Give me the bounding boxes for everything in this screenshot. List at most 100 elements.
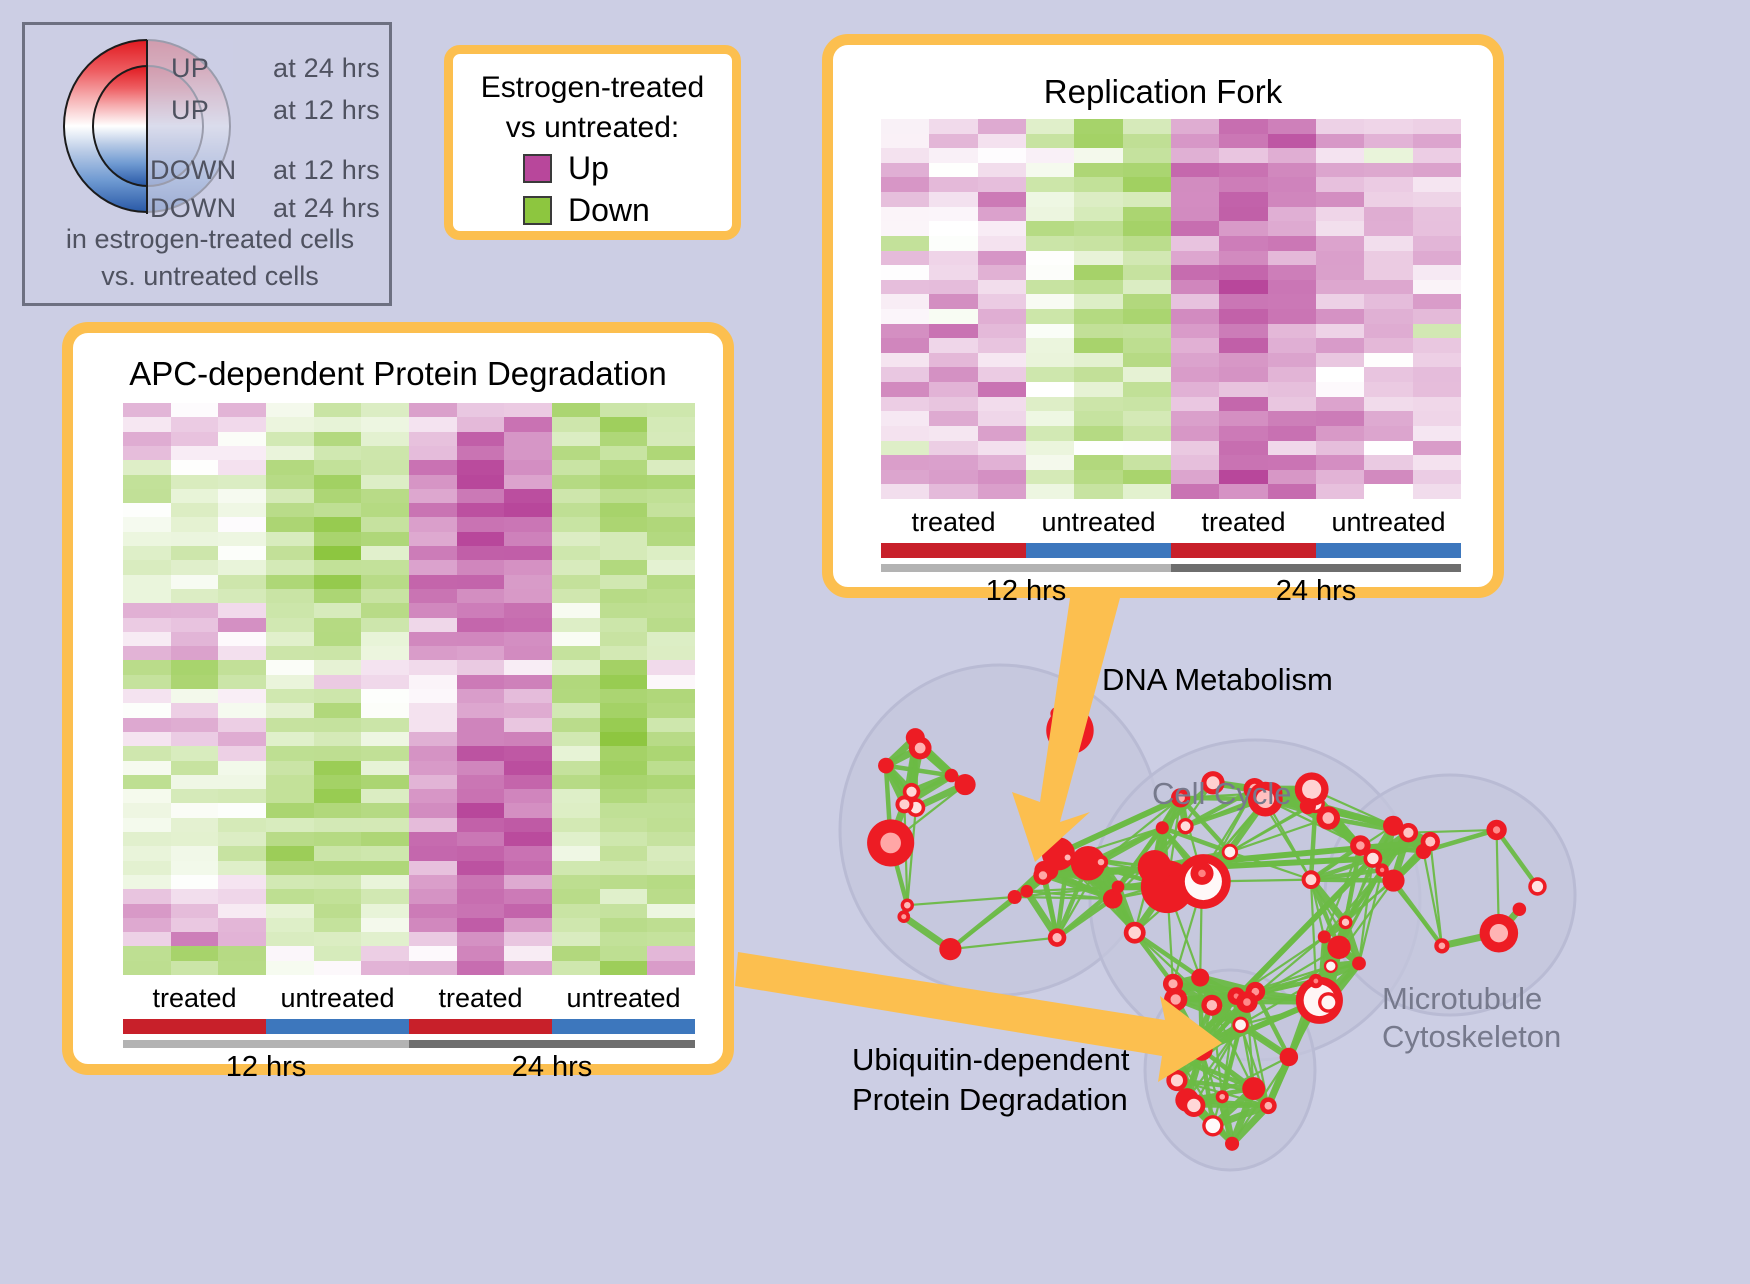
replication-fork-heatmap	[881, 119, 1461, 499]
legend-up-12-time: at 12 hrs	[273, 95, 380, 126]
apc-time-bar	[123, 1040, 695, 1048]
time-label: 12 hrs	[123, 1051, 409, 1084]
network-node-core	[1168, 979, 1177, 988]
network-node[interactable]	[1513, 902, 1527, 916]
panel-apc-degradation: APC-dependent Protein Degradation treate…	[62, 322, 734, 1075]
legend-item-up: Up	[523, 152, 609, 184]
apc-heatmap	[123, 403, 695, 975]
condition-label: treated	[409, 983, 552, 1014]
network-node-core	[1356, 841, 1365, 850]
apc-title: APC-dependent Protein Degradation	[73, 355, 723, 393]
network-node[interactable]	[1242, 1077, 1265, 1100]
network-node[interactable]	[1020, 885, 1033, 898]
network-node[interactable]	[1191, 969, 1209, 987]
legend-item-down: Down	[523, 194, 650, 226]
network-node-core	[1532, 881, 1543, 892]
network-node[interactable]	[955, 774, 976, 795]
network-node[interactable]	[939, 938, 961, 960]
network-node[interactable]	[1156, 821, 1169, 834]
network-node-core	[1039, 871, 1047, 879]
network-node[interactable]	[1225, 1137, 1239, 1151]
network-node-core	[1187, 1099, 1200, 1112]
up-label: Up	[568, 152, 609, 184]
condition-color-segment	[552, 1019, 695, 1034]
down-swatch	[523, 196, 552, 225]
network-node[interactable]	[1352, 957, 1366, 971]
time-color-segment	[409, 1040, 695, 1048]
network-node[interactable]	[1138, 850, 1172, 884]
network-node[interactable]	[1318, 930, 1331, 943]
network-node-core	[906, 787, 916, 797]
ring-divider	[146, 40, 148, 214]
network-node-core	[1490, 924, 1508, 942]
network-node-core	[1380, 868, 1384, 872]
network-node-core	[1207, 1000, 1217, 1010]
network-node[interactable]	[1300, 798, 1316, 814]
network-node-core	[1439, 943, 1446, 950]
network-node-core	[1342, 919, 1349, 926]
network-node-core	[915, 743, 926, 754]
network-node-core	[1306, 874, 1317, 885]
legend-up-12-label: UP	[171, 95, 209, 126]
down-label: Down	[568, 194, 650, 226]
network-node[interactable]	[1280, 1048, 1298, 1066]
network-node[interactable]	[1112, 880, 1125, 893]
legend-down-12-label: DOWN	[150, 155, 236, 186]
legend-down-12-time: at 12 hrs	[273, 155, 380, 186]
network-node-core	[1322, 812, 1334, 824]
condition-color-segment	[881, 543, 1026, 558]
network-node-core	[1225, 847, 1236, 858]
condition-color-segment	[409, 1019, 552, 1034]
replication-fork-condition-bar	[881, 543, 1461, 558]
network-node-core	[1321, 995, 1335, 1009]
network-node-core	[1264, 1102, 1272, 1110]
network-node[interactable]	[1383, 816, 1403, 836]
network-node-core	[1243, 998, 1251, 1006]
time-label: 24 hrs	[409, 1051, 695, 1084]
updown-title-line2: vs untreated:	[453, 108, 732, 148]
network-node-core	[1171, 1074, 1183, 1086]
network-node-core	[899, 799, 909, 809]
replication-fork-time-bar	[881, 564, 1461, 572]
cluster-label-protein-degradation: Protein Degradation	[852, 1082, 1128, 1118]
condition-label: treated	[123, 983, 266, 1014]
network-node-core	[1128, 926, 1141, 939]
condition-label: treated	[881, 507, 1026, 538]
network-node-core	[1206, 1119, 1221, 1134]
footer-line-2: vs. untreated cells	[25, 258, 395, 295]
network-node-core	[1174, 1053, 1182, 1061]
condition-label: treated	[1171, 507, 1316, 538]
network-node-core	[1171, 994, 1181, 1004]
network-node-core	[1198, 870, 1206, 878]
cluster-label-dna-metabolism: DNA Metabolism	[1102, 662, 1333, 698]
condition-label: untreated	[1316, 507, 1461, 538]
condition-label: untreated	[266, 983, 409, 1014]
up-swatch	[523, 154, 552, 183]
condition-color-segment	[1171, 543, 1316, 558]
condition-color-segment	[1316, 543, 1461, 558]
colorbar-legend-footer: in estrogen-treated cells vs. untreated …	[25, 221, 395, 295]
condition-color-segment	[1026, 543, 1171, 558]
network-node[interactable]	[878, 758, 894, 774]
updown-title-line1: Estrogen-treated	[453, 68, 732, 108]
cluster-label-microtubule: Microtubule	[1382, 980, 1542, 1018]
updown-legend-box: Estrogen-treated vs untreated: Up Down	[444, 45, 741, 240]
network-node-core	[1302, 780, 1321, 799]
network-node[interactable]	[1008, 890, 1022, 904]
network-node-core	[904, 902, 911, 909]
network-node[interactable]	[1382, 870, 1404, 892]
network-node-core	[901, 914, 906, 919]
cluster-label-ubiquitin: Ubiquitin-dependent	[852, 1042, 1130, 1078]
time-color-segment	[123, 1040, 409, 1048]
network-node-core	[1314, 979, 1319, 984]
network-node-core	[1065, 854, 1071, 860]
network-node-core	[1367, 853, 1378, 864]
network-node[interactable]	[1327, 936, 1350, 959]
network-node-core	[1235, 1019, 1246, 1030]
updown-legend-title: Estrogen-treated vs untreated:	[453, 68, 732, 148]
network-node-core	[1198, 1046, 1207, 1055]
